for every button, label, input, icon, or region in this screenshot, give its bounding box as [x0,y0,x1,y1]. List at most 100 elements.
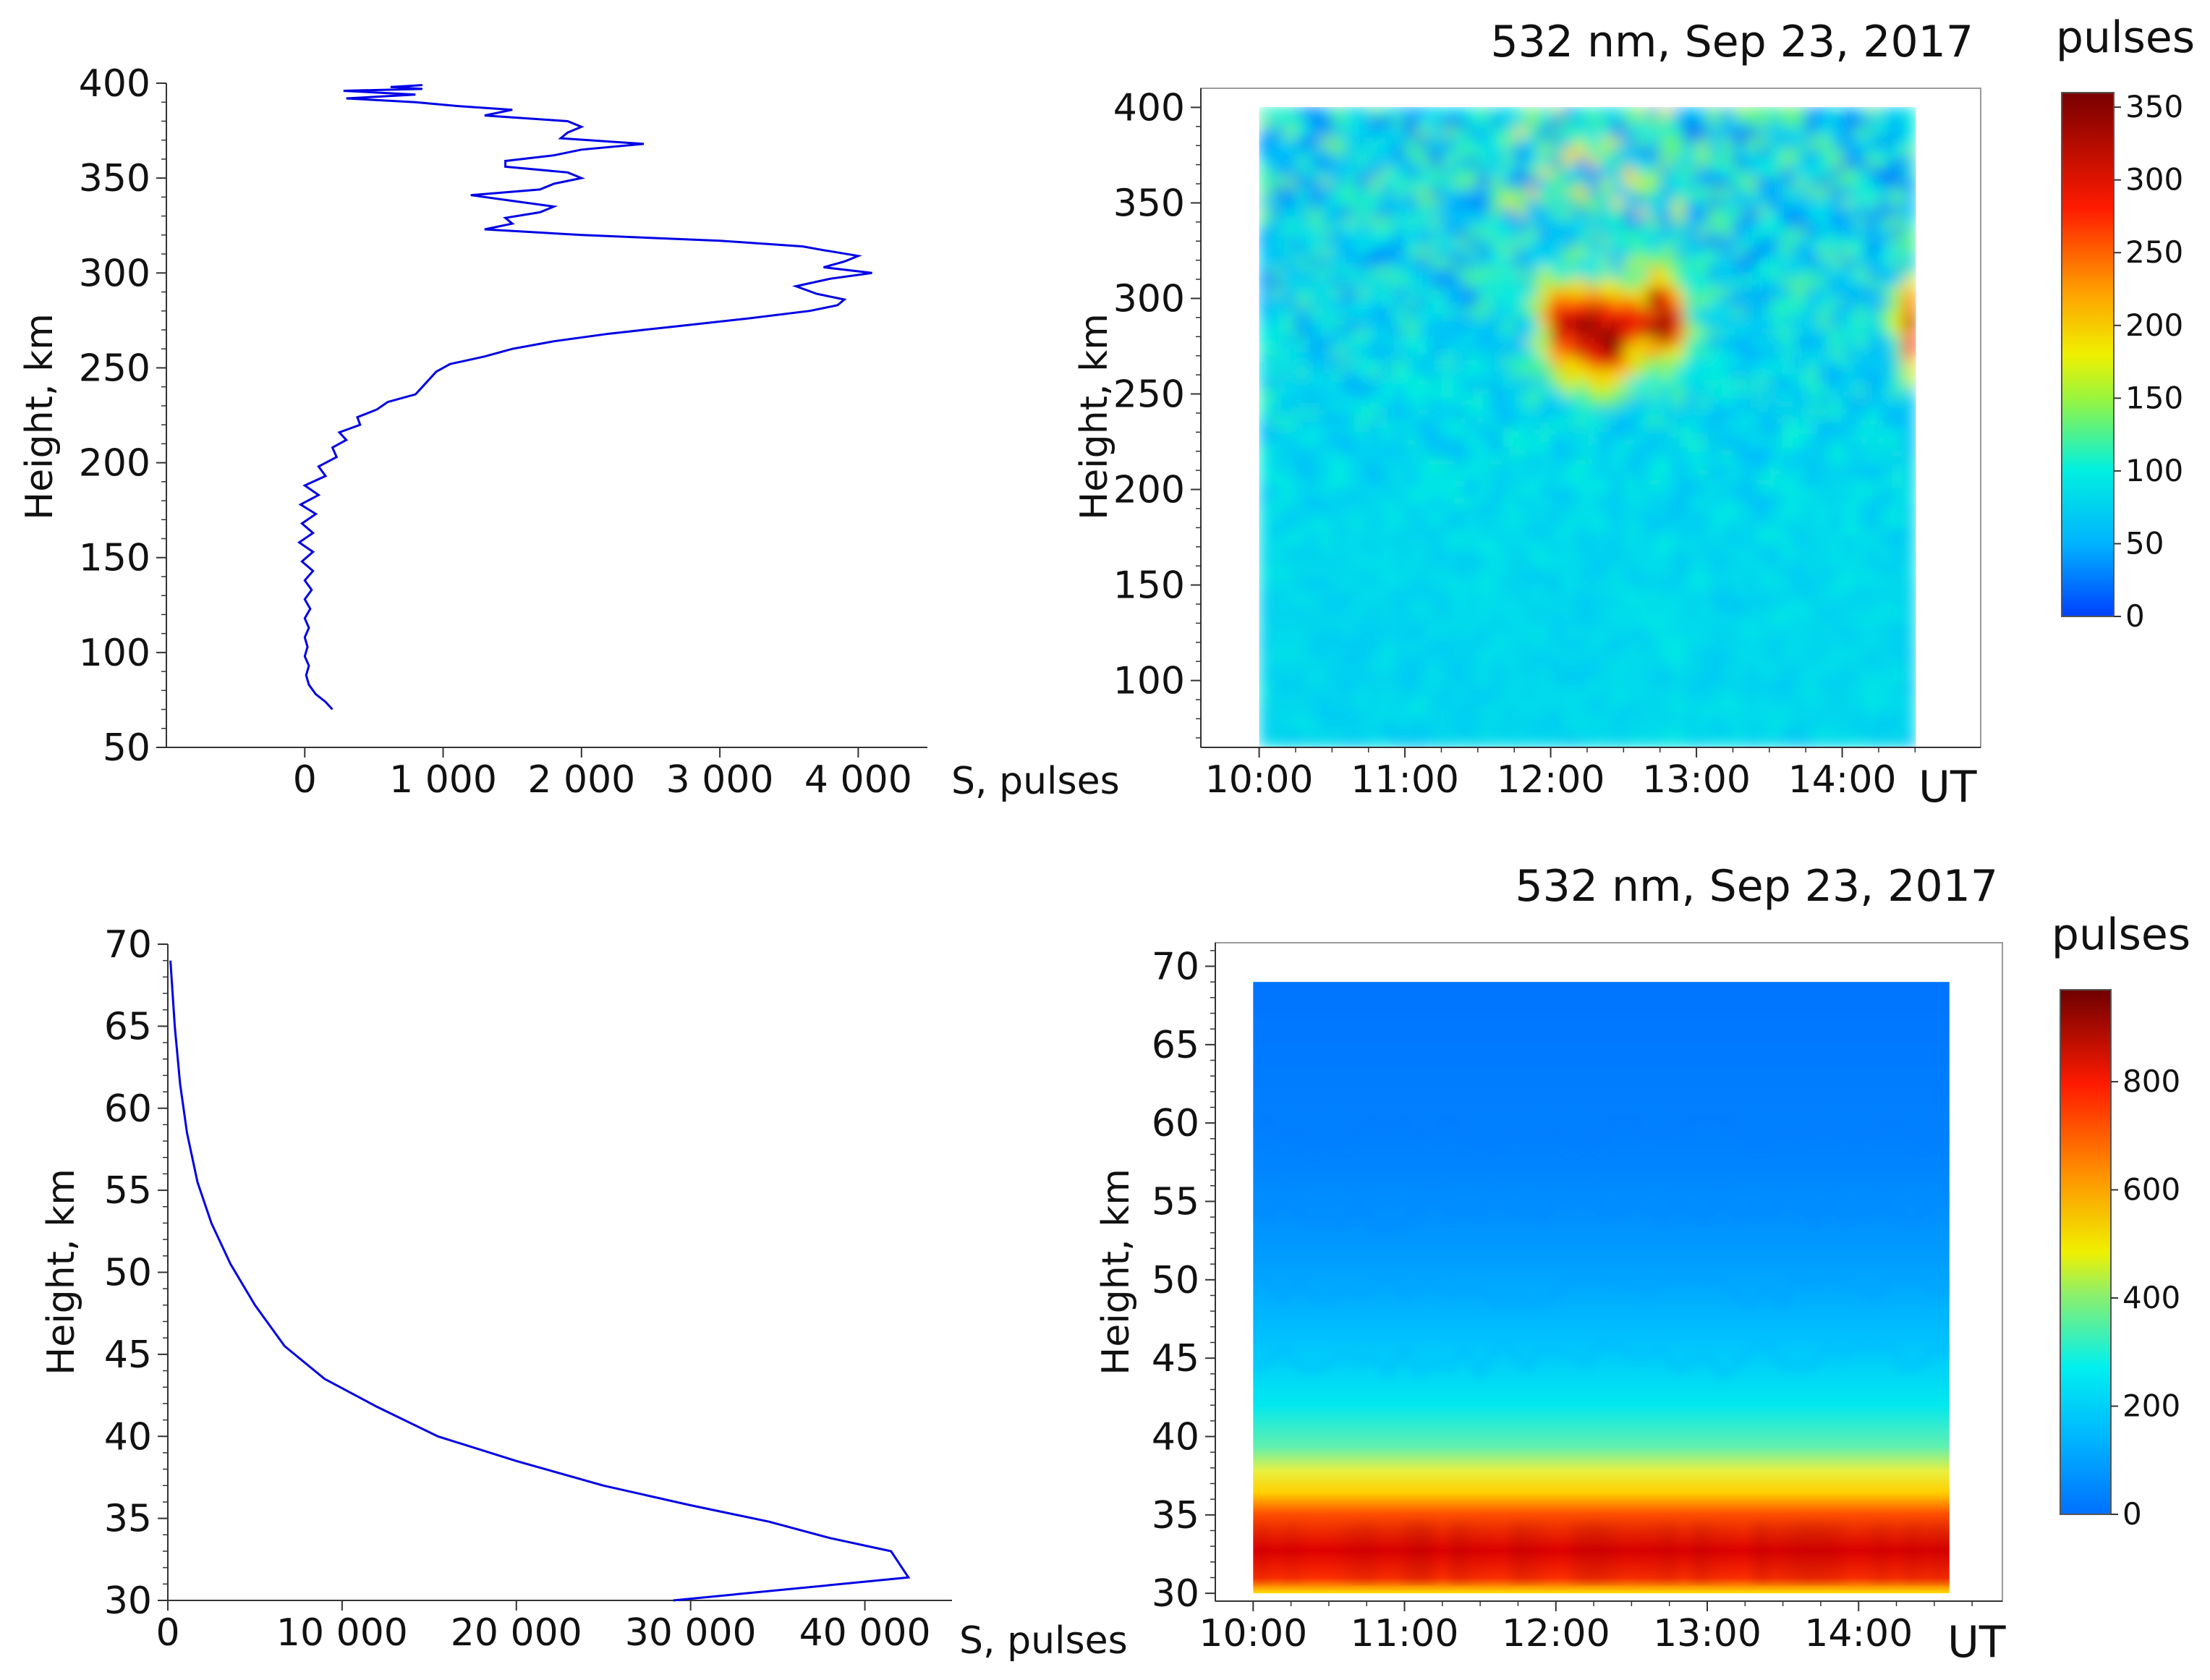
upper-heatmap-cell [1890,167,1904,179]
upper-heatmap-cell [1659,447,1673,459]
upper-heatmap-cell [1879,117,1892,128]
upper-heatmap-cell [1636,727,1649,739]
upper-heatmap-cell [1550,237,1564,248]
upper-heatmap-cell [1405,297,1418,308]
upper-heatmap-cell [1599,557,1612,569]
upper-heatmap-cell [1890,397,1904,408]
upper-heatmap-cell [1259,237,1272,248]
upper-heatmap-cell [1769,187,1782,198]
upper-heatmap-cell [1356,427,1369,438]
upper-heatmap-cell [1587,417,1600,428]
upper-heatmap-cell [1319,117,1333,128]
upper-heatmap-cell [1296,397,1309,408]
upper-heatmap-cell [1563,617,1576,629]
upper-heatmap-cell [1696,717,1709,729]
upper-heatmap-cell [1708,197,1722,208]
upper-heatmap-cell [1659,127,1673,138]
upper-heatmap-cell [1636,277,1649,289]
upper-heatmap-cell [1332,457,1346,468]
upper-heatmap-cell [1587,217,1600,229]
upper-heatmap-cell [1380,107,1394,119]
upper-heatmap-cell [1526,737,1539,748]
lower-heatmap-texture-cell [1843,1522,1860,1586]
upper-heatmap-cell [1599,707,1612,718]
lower-profile-y-tick-label: 70 [104,923,152,967]
upper-heatmap-cell [1332,577,1346,588]
upper-heatmap-cell [1538,487,1552,499]
upper-heatmap-cell [1283,617,1296,629]
upper-heatmap-cell [1684,607,1698,619]
upper-heatmap-cell [1890,107,1904,119]
upper-heatmap-cell [1466,297,1479,308]
upper-heatmap-cell [1550,707,1564,718]
upper-heatmap-cell [1623,357,1637,368]
upper-heatmap-cell [1854,507,1868,519]
upper-heatmap-cell [1550,497,1564,509]
upper-heatmap-cell [1356,507,1369,519]
upper-heatmap-cell [1757,347,1770,358]
upper-heatmap-cell [1623,507,1637,519]
upper-heatmap-cell [1903,167,1916,179]
upper-heatmap-cell [1441,507,1455,519]
upper-heatmap-cell [1477,637,1491,648]
upper-heatmap-cell [1380,477,1394,488]
upper-heatmap-cell [1453,357,1467,368]
upper-heatmap-cell [1757,587,1770,598]
upper-heatmap-cell [1416,237,1430,248]
lower-heatmap-texture-cell [1299,1523,1314,1586]
upper-heatmap-cell [1806,497,1819,509]
upper-heatmap-cell [1319,217,1333,229]
upper-heatmap-cell [1806,227,1819,239]
lower-profile-y-label: Height, km [40,1168,83,1375]
upper-heatmap-cell [1356,527,1369,538]
upper-heatmap-cell [1757,247,1770,258]
upper-heatmap-cell [1696,107,1709,119]
upper-heatmap-cell [1720,277,1734,289]
upper-heatmap-cell [1550,617,1564,629]
upper-heatmap-cell [1259,587,1272,598]
upper-heatmap-cell [1368,367,1382,378]
upper-heatmap-cell [1781,577,1795,588]
upper-heatmap-cell [1733,247,1746,258]
upper-heatmap-cell [1684,207,1698,219]
upper-heatmap-cell [1271,437,1285,449]
upper-heatmap-cell [1477,657,1491,669]
upper-heatmap-cell [1416,327,1430,339]
upper-heatmap-cell [1259,677,1272,688]
upper-heatmap-cell [1575,117,1588,128]
upper-heatmap-cell [1879,127,1892,138]
upper-heatmap-cell [1769,527,1782,538]
upper-heatmap-cell [1259,547,1272,559]
upper-heatmap-cell [1563,737,1576,748]
upper-heatmap-cell [1550,127,1564,138]
upper-heatmap-cell [1356,547,1369,559]
upper-heatmap-cell [1319,727,1333,739]
upper-heatmap-cell [1514,367,1527,378]
upper-heatmap-cell [1720,267,1734,279]
upper-heatmap-cell [1477,207,1491,219]
upper-heatmap-cell [1453,557,1467,569]
upper-heatmap-cell [1879,627,1892,638]
upper-heatmap-cell [1538,267,1552,279]
upper-heatmap-cell [1453,547,1467,559]
upper-heatmap-cell [1453,507,1467,519]
upper-heatmap-cell [1380,147,1394,158]
upper-heatmap-cell [1733,267,1746,279]
upper-heatmap-cell [1720,487,1734,499]
upper-heatmap-cell [1575,687,1588,698]
upper-heatmap-cell [1903,487,1916,499]
upper-heatmap-cell [1296,447,1309,459]
upper-heatmap-cell [1647,287,1661,298]
upper-heatmap-cell [1854,417,1868,428]
upper-heatmap-cell [1416,597,1430,608]
upper-heatmap-cell [1733,257,1746,268]
upper-heatmap-cell [1368,177,1382,188]
upper-heatmap-cell [1708,687,1722,698]
upper-heatmap-cell [1393,707,1406,718]
upper-heatmap-cell [1672,477,1686,488]
upper-heatmap-cell [1332,607,1346,619]
upper-heatmap-cell [1745,227,1758,239]
upper-heatmap-cell [1466,107,1479,119]
upper-heatmap-cell [1344,107,1357,119]
lower-profile-axes: 0 10 000 20 000 30 000 40 000303540455055606… [104,923,952,1655]
